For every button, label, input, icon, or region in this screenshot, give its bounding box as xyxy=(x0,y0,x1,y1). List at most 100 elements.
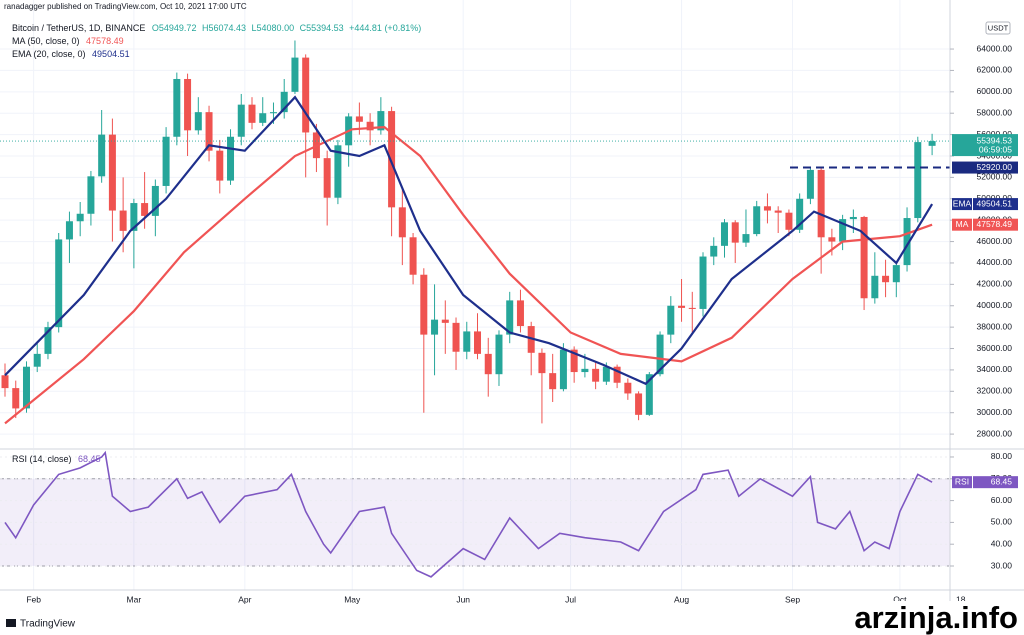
candle-body xyxy=(269,112,277,114)
marks xyxy=(0,40,950,578)
currency[interactable]: USDT xyxy=(988,23,1009,32)
legend-ema: EMA (20, close, 0) 49504.51 xyxy=(12,49,130,59)
indicator-tag-name-box xyxy=(952,198,972,211)
candle-body xyxy=(173,78,181,137)
y-tick-label: 62000.00 xyxy=(977,65,1013,75)
x-tick-label: May xyxy=(344,594,361,604)
x-tick-label: Jun xyxy=(456,594,470,604)
candle-body xyxy=(280,91,288,113)
rsi-name: RSI (14, close) xyxy=(12,454,72,464)
candle-body xyxy=(12,388,20,409)
rsi-tick-label: 40.00 xyxy=(991,538,1013,548)
last-price-box xyxy=(952,134,1018,157)
candle-body xyxy=(871,275,879,299)
candle-body xyxy=(162,136,170,186)
y-tick-label: 32000.00 xyxy=(977,386,1013,396)
publisher: ranadagger published on TradingView.com,… xyxy=(4,2,247,11)
candle-body xyxy=(656,334,664,375)
candle-body xyxy=(592,368,600,382)
candle-body xyxy=(184,78,192,131)
candle-body xyxy=(688,307,696,309)
candle-body xyxy=(839,219,847,242)
rsi-tick-label: 50.00 xyxy=(991,517,1013,527)
candle-body xyxy=(141,203,149,216)
y-tick-label: 28000.00 xyxy=(977,428,1013,438)
indicator-tag-value-box xyxy=(973,218,1018,231)
ohlc-open: O54949.72 xyxy=(152,23,197,33)
y-tick-label: 50000.00 xyxy=(977,193,1013,203)
rsi-tag-value: 68.45 xyxy=(991,476,1013,486)
x-tick-label: Feb xyxy=(26,594,41,604)
candle-body xyxy=(624,382,632,394)
grid xyxy=(0,0,950,590)
candle-body xyxy=(431,319,439,335)
candle-body xyxy=(549,373,557,390)
candle-body xyxy=(119,210,127,231)
candle-body xyxy=(194,112,202,131)
watermark-bg xyxy=(826,601,1024,635)
candle-body xyxy=(774,210,782,213)
candle-body xyxy=(452,322,460,352)
indicator-line xyxy=(4,95,934,386)
x-tick-label: Oct xyxy=(893,594,907,604)
candle-body xyxy=(420,274,428,335)
candle-body xyxy=(248,104,256,123)
rsi-tick-label: 60.00 xyxy=(991,495,1013,505)
y-tick-label: 42000.00 xyxy=(977,279,1013,289)
candle-body xyxy=(516,300,524,327)
y-tick-label: 30000.00 xyxy=(977,407,1013,417)
x-tick-label: Sep xyxy=(785,594,800,604)
watermark: arzinja.info xyxy=(854,600,1018,635)
y-tick-label: 36000.00 xyxy=(977,343,1013,353)
candle-body xyxy=(441,319,449,323)
candle-body xyxy=(463,331,471,352)
x-tick-label: Mar xyxy=(127,594,142,604)
candle-body xyxy=(98,134,106,177)
candle-body xyxy=(763,206,771,211)
candle-body xyxy=(259,113,267,123)
ma-value: 47578.49 xyxy=(86,36,124,46)
last-price: 55394.53 xyxy=(977,135,1013,145)
indicator-tag-value-box xyxy=(973,198,1018,211)
rsi-tick-label: 30.00 xyxy=(991,560,1013,570)
currency-box[interactable] xyxy=(985,21,1011,35)
candle-body xyxy=(398,207,406,238)
candle-body xyxy=(806,169,814,199)
legend-symbol: Bitcoin / TetherUS, 1D, BINANCE O54949.7… xyxy=(12,23,421,33)
level-tag-box xyxy=(952,161,1018,174)
y-tick-label: 34000.00 xyxy=(977,364,1013,374)
candle-body xyxy=(205,112,213,151)
candle-body xyxy=(151,185,159,216)
candle-body xyxy=(753,206,761,235)
brand: TradingView xyxy=(20,619,76,630)
candle-body xyxy=(323,158,331,198)
candle-body xyxy=(474,331,482,354)
candle-body xyxy=(613,366,621,383)
y-tick-label: 60000.00 xyxy=(977,86,1013,96)
ema-name: EMA (20, close, 0) xyxy=(12,49,86,59)
ma-name: MA (50, close, 0) xyxy=(12,36,80,46)
candle-body xyxy=(334,145,342,198)
candle-body xyxy=(388,111,396,208)
ema-value: 49504.51 xyxy=(92,49,130,59)
candle-body xyxy=(538,352,546,374)
candle-body xyxy=(785,212,793,230)
candle-body xyxy=(828,237,836,242)
x-tick-label: Jul xyxy=(565,594,576,604)
candle-body xyxy=(559,349,567,390)
indicator-tag-name: MA xyxy=(956,219,969,229)
y-tick-label: 44000.00 xyxy=(977,257,1013,267)
candle-body xyxy=(377,111,385,131)
legend-rsi: RSI (14, close) 68.45 xyxy=(12,454,101,464)
candle-body xyxy=(33,353,41,367)
y-tick-label: 58000.00 xyxy=(977,107,1013,117)
candle-body xyxy=(227,136,235,181)
indicator-tag-name: EMA xyxy=(953,198,972,208)
candle-body xyxy=(87,176,95,214)
ohlc-close: C55394.53 xyxy=(300,23,344,33)
indicator-tag-value: 47578.49 xyxy=(977,219,1013,229)
candle-body xyxy=(22,366,30,409)
ohlc-high: H56074.43 xyxy=(202,23,246,33)
rsi-tag-name: RSI xyxy=(955,476,969,486)
